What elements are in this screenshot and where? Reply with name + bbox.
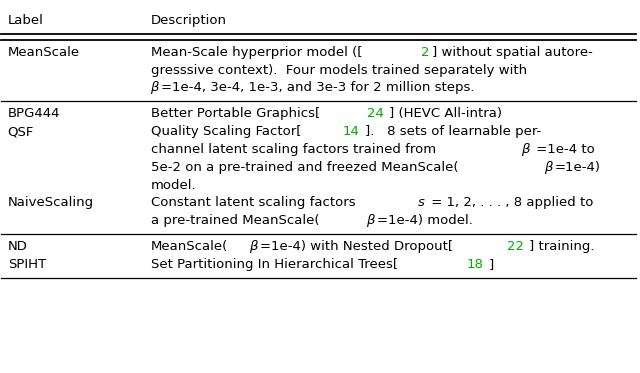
Text: ] without spatial autore-: ] without spatial autore- xyxy=(432,46,593,59)
Text: =1e-4): =1e-4) xyxy=(555,161,601,174)
Text: =1e-4 to: =1e-4 to xyxy=(532,143,595,156)
Text: β: β xyxy=(544,161,552,174)
Text: 18: 18 xyxy=(467,258,484,271)
Text: ] training.: ] training. xyxy=(529,240,595,253)
Text: =1e-4) model.: =1e-4) model. xyxy=(377,214,473,227)
Text: MeanScale: MeanScale xyxy=(8,46,80,59)
Text: NaiveScaling: NaiveScaling xyxy=(8,196,94,209)
Text: ]: ] xyxy=(488,258,493,271)
Text: gresssive context).  Four models trained separately with: gresssive context). Four models trained … xyxy=(150,63,527,76)
Text: SPIHT: SPIHT xyxy=(8,258,46,271)
Text: Label: Label xyxy=(8,14,44,27)
Text: Mean-Scale hyperprior model ([: Mean-Scale hyperprior model ([ xyxy=(150,46,362,59)
Text: MeanScale(: MeanScale( xyxy=(150,240,228,253)
Text: =1e-4) with Nested Dropout[: =1e-4) with Nested Dropout[ xyxy=(260,240,453,253)
Text: 2: 2 xyxy=(421,46,429,59)
Text: β: β xyxy=(366,214,374,227)
Text: BPG444: BPG444 xyxy=(8,107,60,120)
Text: Description: Description xyxy=(150,14,227,27)
Text: Constant latent scaling factors: Constant latent scaling factors xyxy=(150,196,360,209)
Text: = 1, 2, . . . , 8 applied to: = 1, 2, . . . , 8 applied to xyxy=(426,196,593,209)
Text: β: β xyxy=(250,240,258,253)
Text: =1e-4, 3e-4, 1e-3, and 3e-3 for 2 million steps.: =1e-4, 3e-4, 1e-3, and 3e-3 for 2 millio… xyxy=(161,81,475,94)
Text: ].   8 sets of learnable per-: ]. 8 sets of learnable per- xyxy=(365,125,541,138)
Text: a pre-trained MeanScale(: a pre-trained MeanScale( xyxy=(150,214,319,227)
Text: QSF: QSF xyxy=(8,125,34,138)
Text: 24: 24 xyxy=(367,107,384,120)
Text: channel latent scaling factors trained from: channel latent scaling factors trained f… xyxy=(150,143,440,156)
Text: s: s xyxy=(418,196,424,209)
Text: β: β xyxy=(150,81,159,94)
Text: ND: ND xyxy=(8,240,28,253)
Text: 14: 14 xyxy=(343,125,360,138)
Text: 22: 22 xyxy=(508,240,524,253)
Text: Quality Scaling Factor[: Quality Scaling Factor[ xyxy=(150,125,301,138)
Text: β: β xyxy=(521,143,529,156)
Text: Better Portable Graphics[: Better Portable Graphics[ xyxy=(150,107,320,120)
Text: ] (HEVC All-intra): ] (HEVC All-intra) xyxy=(388,107,502,120)
Text: model.: model. xyxy=(150,179,196,192)
Text: Set Partitioning In Hierarchical Trees[: Set Partitioning In Hierarchical Trees[ xyxy=(150,258,397,271)
Text: 5e-2 on a pre-trained and freezed MeanScale(: 5e-2 on a pre-trained and freezed MeanSc… xyxy=(150,161,458,174)
